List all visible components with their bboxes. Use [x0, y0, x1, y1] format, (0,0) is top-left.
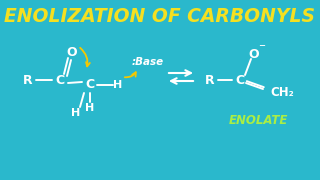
Text: −: − — [259, 42, 266, 51]
Text: C: C — [85, 78, 95, 91]
FancyArrowPatch shape — [125, 72, 136, 77]
Text: H: H — [71, 108, 81, 118]
Text: ENOLATE: ENOLATE — [228, 114, 288, 127]
Text: O: O — [67, 46, 77, 58]
Text: O: O — [249, 48, 259, 60]
Text: ENOLIZATION OF CARBONYLS: ENOLIZATION OF CARBONYLS — [4, 8, 316, 26]
Text: C: C — [236, 73, 244, 87]
Text: CH₂: CH₂ — [270, 86, 294, 98]
Text: H: H — [113, 80, 123, 90]
Text: C: C — [55, 73, 65, 87]
FancyArrowPatch shape — [80, 48, 90, 66]
Text: H: H — [85, 103, 95, 113]
Text: R: R — [23, 73, 33, 87]
Text: R: R — [205, 73, 215, 87]
Text: :Base: :Base — [132, 57, 164, 67]
